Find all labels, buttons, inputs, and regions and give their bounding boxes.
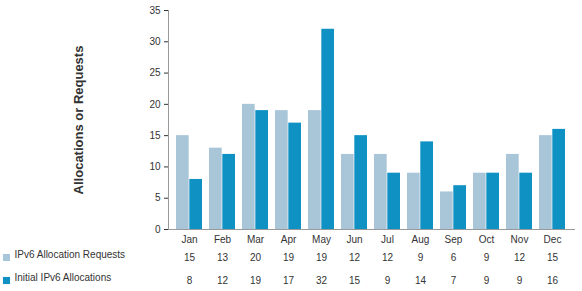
svg-text:12: 12 [349, 252, 361, 263]
svg-text:20: 20 [149, 99, 161, 110]
svg-text:15: 15 [149, 130, 161, 141]
svg-text:15: 15 [349, 275, 361, 286]
svg-text:Jan: Jan [181, 234, 197, 245]
svg-text:Initial IPv6 Allocations: Initial IPv6 Allocations [15, 272, 112, 283]
svg-text:Dec: Dec [544, 234, 562, 245]
svg-text:25: 25 [149, 67, 161, 78]
svg-text:6: 6 [451, 252, 457, 263]
svg-text:19: 19 [316, 252, 328, 263]
svg-text:IPv6 Allocation Requests: IPv6 Allocation Requests [15, 249, 126, 260]
svg-text:9: 9 [484, 252, 490, 263]
svg-text:30: 30 [149, 36, 161, 47]
svg-text:20: 20 [250, 252, 262, 263]
svg-text:32: 32 [316, 275, 328, 286]
svg-text:15: 15 [547, 252, 559, 263]
svg-text:9: 9 [418, 252, 424, 263]
svg-text:9: 9 [517, 275, 523, 286]
svg-text:Apr: Apr [281, 234, 297, 245]
svg-text:May: May [312, 234, 331, 245]
svg-text:Oct: Oct [479, 234, 495, 245]
svg-text:Feb: Feb [214, 234, 232, 245]
svg-text:9: 9 [385, 275, 391, 286]
svg-text:Sep: Sep [445, 234, 463, 245]
svg-text:16: 16 [547, 275, 559, 286]
svg-text:12: 12 [382, 252, 394, 263]
svg-text:19: 19 [250, 275, 262, 286]
svg-text:Allocations or Requests: Allocations or Requests [71, 46, 86, 195]
svg-text:9: 9 [484, 275, 490, 286]
svg-text:14: 14 [415, 275, 427, 286]
svg-text:12: 12 [217, 275, 229, 286]
svg-text:8: 8 [187, 275, 193, 286]
svg-text:13: 13 [217, 252, 229, 263]
svg-text:19: 19 [283, 252, 295, 263]
svg-text:Nov: Nov [511, 234, 529, 245]
svg-text:Jun: Jun [346, 234, 362, 245]
svg-text:35: 35 [149, 5, 161, 16]
svg-text:Jul: Jul [381, 234, 394, 245]
svg-text:5: 5 [155, 192, 161, 203]
svg-text:7: 7 [451, 275, 457, 286]
svg-text:Mar: Mar [247, 234, 265, 245]
svg-text:10: 10 [149, 161, 161, 172]
svg-text:12: 12 [514, 252, 526, 263]
svg-text:17: 17 [283, 275, 295, 286]
svg-text:0: 0 [155, 224, 161, 235]
svg-text:15: 15 [184, 252, 196, 263]
svg-text:Aug: Aug [412, 234, 430, 245]
